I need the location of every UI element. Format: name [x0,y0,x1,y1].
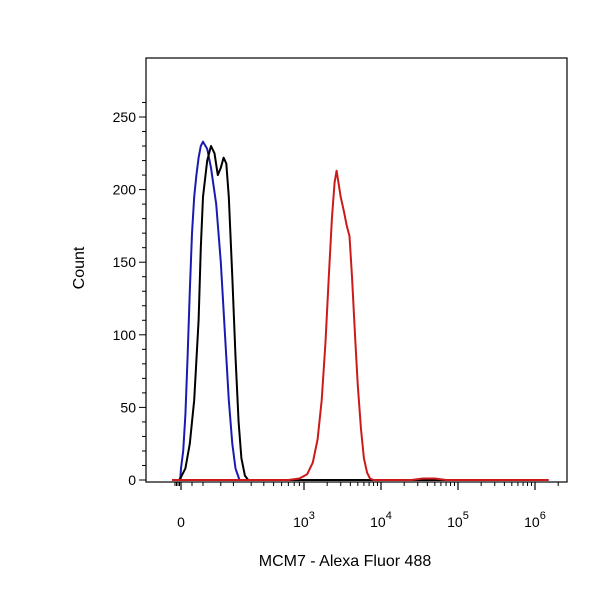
y-tick-label: 100 [113,327,137,343]
histogram-series-3 [172,169,549,481]
y-tick-label: 200 [113,182,137,198]
x-tick-label: 105 [447,510,469,530]
histogram-series-1 [172,140,549,481]
histogram-series-2 [172,145,549,481]
y-tick-label: 250 [113,109,137,125]
y-tick-label: 0 [128,472,136,488]
x-tick-label: 0 [177,514,185,530]
x-tick-label: 106 [524,510,546,530]
y-axis-title: Count [71,246,88,289]
x-tick-label: 104 [370,510,392,530]
x-axis-title: MCM7 - Alexa Fluor 488 [259,553,432,570]
y-tick-label: 50 [120,399,136,415]
x-tick-label: 103 [293,510,315,530]
plot-frame [145,57,568,483]
y-tick-label: 150 [113,254,137,270]
